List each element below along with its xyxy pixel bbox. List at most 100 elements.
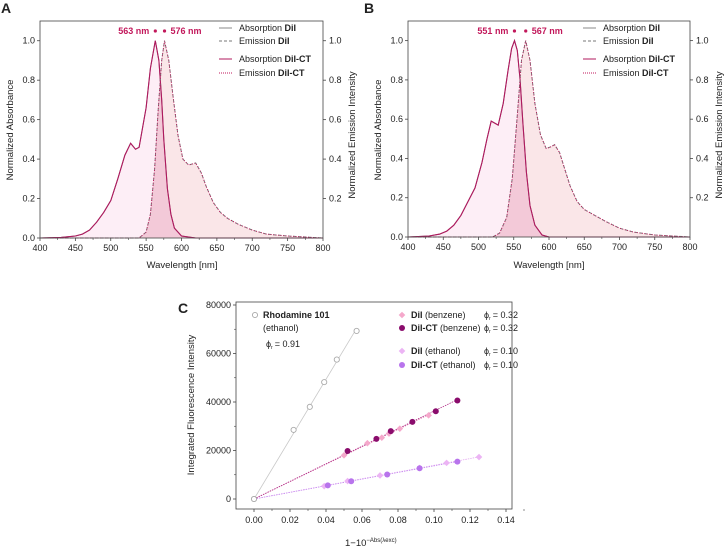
legend-solvent: (ethanol) — [438, 360, 476, 370]
legend-solvent: (benzene) — [438, 323, 481, 333]
x-tick-label: 0.06 — [353, 515, 371, 525]
x-tick-label: 0.00 — [245, 515, 263, 525]
phi-subscript: r — [489, 329, 491, 335]
absorption-dii-ct-line — [407, 38, 690, 238]
y-axis-right-label: Normalized Emission Intensity — [347, 71, 358, 198]
panel-label-a: A — [1, 0, 11, 16]
legend-label-compound: DiI-CT — [642, 68, 669, 78]
legend-marker — [399, 362, 405, 368]
phi-value: = 0.32 — [493, 310, 518, 320]
x-tick-label: 450 — [436, 242, 451, 252]
y-right-tick-label: 0.8 — [329, 75, 342, 85]
legend-label: Absorption DiI-CT — [239, 54, 312, 64]
data-point — [306, 403, 313, 410]
quantum-yield-label: ϕr = 0.32 — [484, 310, 518, 322]
y-tick-label: 1.0 — [22, 36, 35, 46]
legend-label-compound: DiI-CT — [649, 54, 676, 64]
legend-label-solvent: (ethanol) — [263, 323, 299, 333]
y-tick-label: 0.6 — [22, 115, 35, 125]
data-point — [454, 458, 461, 465]
data-point — [364, 439, 371, 447]
y-right-tick-label: 1.0 — [696, 36, 709, 46]
data-point — [387, 428, 394, 435]
legend-label: Emission DiI-CT — [603, 68, 669, 78]
phi-value: = 0.91 — [275, 339, 300, 349]
y-tick-label: 80000 — [206, 300, 231, 310]
x-tick-label: 0.04 — [317, 515, 335, 525]
legend-label-text: Absorption — [603, 54, 649, 64]
emission-peak-label: 567 nm — [532, 26, 563, 36]
absorption-peak-label: 551 nm — [477, 26, 508, 36]
x-axis-label: Wavelength [nm] — [514, 260, 585, 271]
legend-label: Absorption DiI — [239, 23, 296, 33]
legend-solvent: (ethanol) — [423, 346, 461, 356]
x-tick-label: 0.12 — [461, 515, 479, 525]
legend-label-text: Emission — [603, 68, 642, 78]
y-right-tick-label: 0.2 — [329, 194, 342, 204]
fit-line — [253, 399, 458, 500]
phi-subscript: r — [489, 316, 491, 322]
y-tick-label: 0.4 — [22, 154, 35, 164]
x-tick-label: 550 — [139, 243, 154, 253]
data-point — [475, 453, 483, 461]
x-tick-label: 750 — [647, 242, 662, 252]
y-axis-label: Normalized Absorbance — [373, 80, 384, 181]
absorption-peak-dot — [512, 29, 517, 33]
fit-line — [253, 461, 458, 500]
y-tick-label: 0.8 — [390, 75, 403, 85]
panel-c-quantum-yield: C Integrated Fluorescence Intensity 1−10… — [178, 300, 525, 549]
y-tick-label: 0 — [226, 494, 231, 504]
legend-label-text: Emission — [239, 68, 278, 78]
legend-label: Emission DiI-CT — [239, 68, 305, 78]
data-point — [454, 397, 461, 404]
phi-symbol: ϕ — [484, 360, 489, 370]
x-tick-label: 750 — [280, 243, 295, 253]
y-right-tick-label: 0.6 — [329, 115, 342, 125]
data-point — [443, 459, 450, 467]
y-tick-label: 0.8 — [22, 75, 35, 85]
x-tick-label: 0.08 — [389, 515, 407, 525]
legend-label: DiI-CT (ethanol) — [411, 360, 476, 370]
legend-marker — [399, 325, 405, 331]
emission-fill — [40, 40, 323, 239]
emission-dii-ct-line — [408, 40, 691, 238]
x-tick-label: 650 — [577, 242, 592, 252]
y-right-tick-label: 0.4 — [696, 153, 709, 163]
phi-symbol: ϕ — [484, 346, 489, 356]
x-tick-label: 550 — [506, 242, 521, 252]
y-tick-label: 0.0 — [390, 232, 403, 242]
x-tick-label: 0.10 — [425, 515, 443, 525]
y-right-tick-label: 1.0 — [329, 36, 342, 46]
phi-symbol: ϕ — [484, 310, 489, 320]
quantum-yield-label: ϕr = 0.32 — [484, 323, 518, 335]
legend-label-text: Absorption — [239, 23, 285, 33]
data-point — [409, 418, 416, 425]
data-point — [378, 434, 386, 441]
legend-label: Absorption DiI-CT — [603, 54, 676, 64]
x-tick-label: 400 — [32, 243, 47, 253]
data-point — [425, 412, 432, 419]
data-point — [353, 327, 360, 334]
legend-solvent: (benzene) — [423, 310, 466, 320]
y-tick-label: 1.0 — [390, 36, 403, 46]
fit-line — [253, 328, 357, 500]
legend-label-compound: DiI — [278, 36, 290, 46]
x-tick-label: 0.14 — [497, 515, 515, 525]
y-axis-label: Normalized Absorbance — [5, 80, 16, 181]
phi-value: = 0.32 — [493, 323, 518, 333]
data-point — [340, 452, 348, 459]
legend-label: Absorption DiI — [603, 23, 660, 33]
phi-symbol: ϕ — [484, 323, 489, 333]
x-tick-label: 500 — [471, 242, 486, 252]
y-right-tick-label: 0.4 — [329, 154, 342, 164]
x-tick-label: 600 — [541, 242, 556, 252]
quantum-yield-label: ϕr = 0.10 — [484, 346, 518, 358]
legend-marker — [398, 311, 406, 319]
legend-label-text: Absorption — [603, 23, 649, 33]
x-tick-label: 500 — [103, 243, 118, 253]
legend-label-text: Absorption — [239, 54, 285, 64]
legend-label-text: Emission — [239, 36, 278, 46]
data-point — [432, 408, 439, 415]
legend-label: DiI (benzene) — [411, 310, 466, 320]
legend-compound: DiI-CT — [411, 323, 438, 333]
